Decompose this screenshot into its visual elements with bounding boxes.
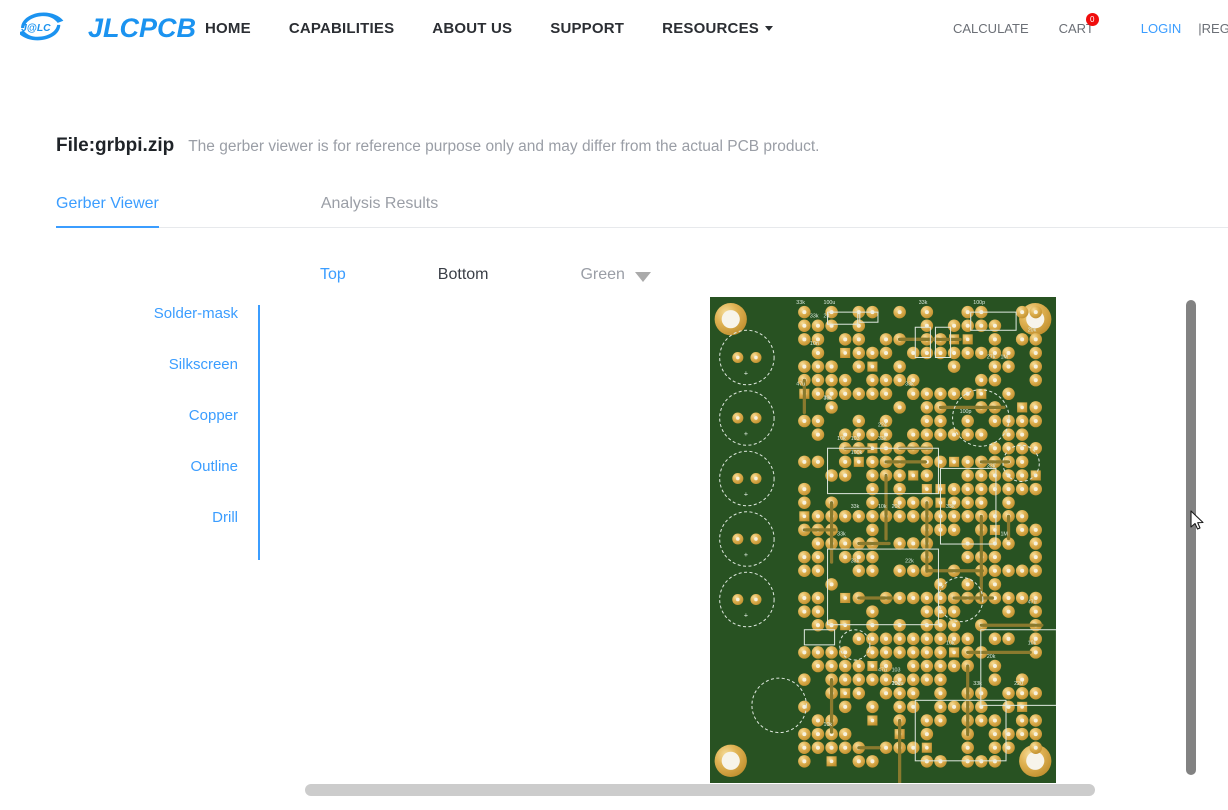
svg-text:103: 103 [851,436,860,442]
svg-text:20k: 20k [1028,327,1037,333]
svg-text:20k: 20k [987,654,996,660]
svg-text:10k: 10k [946,640,955,646]
svg-text:103: 103 [892,668,901,674]
svg-text:10k: 10k [1028,640,1037,646]
svg-text:10k: 10k [837,436,846,442]
svg-text:100p: 100p [973,300,985,306]
svg-text:33k: 33k [824,395,833,401]
svg-text:1M: 1M [1000,355,1007,361]
svg-text:20k: 20k [892,504,901,510]
svg-text:33k: 33k [946,504,955,510]
svg-text:33k: 33k [919,300,928,306]
svg-text:22k: 22k [905,559,914,565]
svg-text:10k: 10k [878,504,887,510]
svg-text:47u: 47u [796,382,805,388]
svg-text:33k: 33k [851,504,860,510]
svg-text:33k: 33k [973,681,982,687]
svg-text:33k: 33k [878,436,887,442]
svg-text:220: 220 [1014,681,1023,687]
svg-text:1M: 1M [1000,531,1007,537]
svg-text:+: + [744,371,748,378]
svg-text:47u: 47u [1028,600,1037,606]
svg-text:100u: 100u [824,300,836,306]
svg-text:+: + [744,552,748,559]
svg-text:33k: 33k [905,382,914,388]
svg-text:33k: 33k [837,531,846,537]
svg-text:33k: 33k [810,314,819,320]
svg-text:100p: 100p [960,409,972,415]
svg-text:+: + [744,431,748,438]
svg-text:47u: 47u [878,668,887,674]
svg-text:224: 224 [878,423,887,429]
svg-text:100u: 100u [892,681,904,687]
svg-text:27k: 27k [987,355,996,361]
svg-text:J@LC: J@LC [21,23,51,34]
svg-text:24: 24 [824,314,830,320]
svg-text:100k: 100k [851,450,863,456]
svg-text:10n: 10n [810,341,819,347]
svg-text:33k: 33k [987,463,996,469]
svg-text:33k: 33k [851,559,860,565]
svg-text:10k: 10k [824,722,833,728]
svg-text:33k: 33k [796,300,805,306]
svg-text:+: + [744,613,748,620]
svg-text:+: + [744,492,748,499]
